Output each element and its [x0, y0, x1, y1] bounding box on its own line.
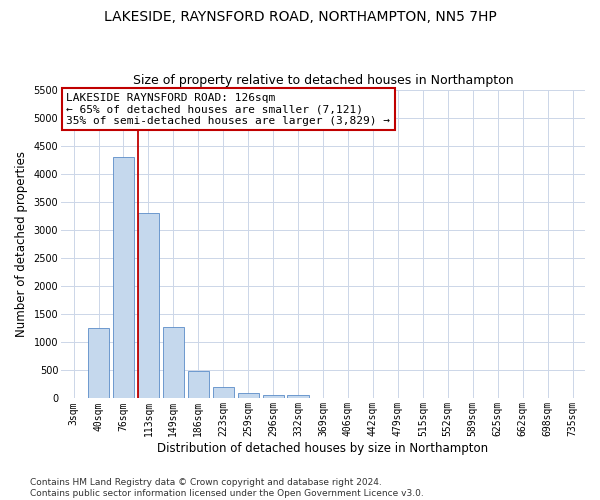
Y-axis label: Number of detached properties: Number of detached properties	[15, 151, 28, 337]
X-axis label: Distribution of detached houses by size in Northampton: Distribution of detached houses by size …	[157, 442, 488, 455]
Bar	[138, 213, 159, 398]
Title: Size of property relative to detached houses in Northampton: Size of property relative to detached ho…	[133, 74, 514, 87]
Bar	[163, 327, 184, 398]
Text: LAKESIDE RAYNSFORD ROAD: 126sqm
← 65% of detached houses are smaller (7,121)
35%: LAKESIDE RAYNSFORD ROAD: 126sqm ← 65% of…	[67, 92, 391, 126]
Text: Contains HM Land Registry data © Crown copyright and database right 2024.
Contai: Contains HM Land Registry data © Crown c…	[30, 478, 424, 498]
Bar	[238, 393, 259, 398]
Bar	[188, 372, 209, 398]
Bar	[113, 157, 134, 398]
Text: LAKESIDE, RAYNSFORD ROAD, NORTHAMPTON, NN5 7HP: LAKESIDE, RAYNSFORD ROAD, NORTHAMPTON, N…	[104, 10, 496, 24]
Bar	[88, 328, 109, 398]
Bar	[212, 386, 234, 398]
Bar	[287, 395, 308, 398]
Bar	[263, 395, 284, 398]
